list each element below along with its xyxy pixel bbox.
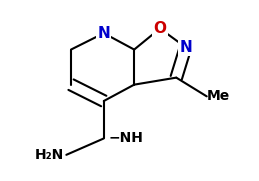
Text: O: O (153, 21, 167, 36)
Text: −NH: −NH (109, 131, 143, 146)
Text: Me: Me (207, 89, 230, 103)
Text: H₂N: H₂N (35, 148, 64, 162)
Text: N: N (179, 40, 192, 55)
Text: N: N (97, 26, 110, 41)
